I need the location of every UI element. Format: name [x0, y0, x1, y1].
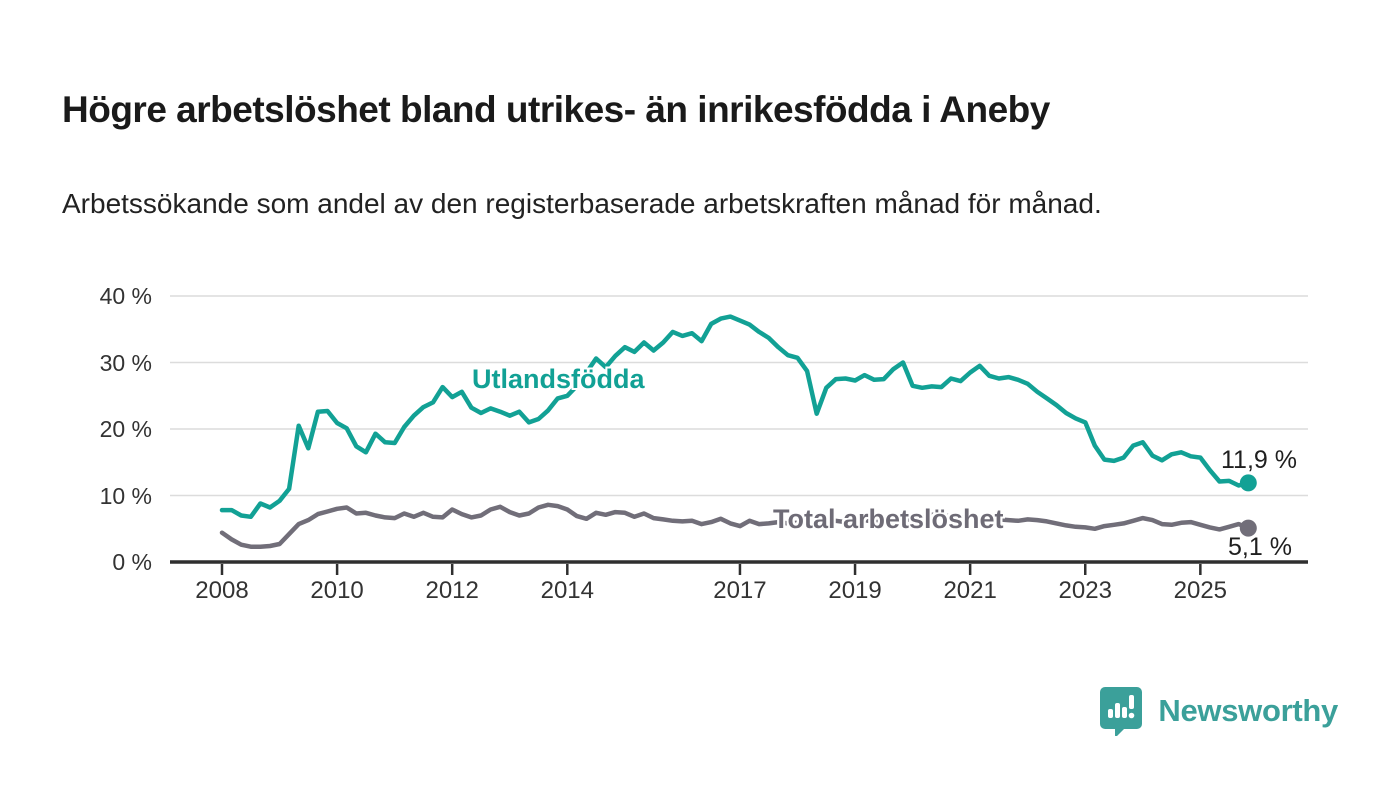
gridlines: [170, 295, 1308, 497]
y-tick-label-30: 30 %: [99, 349, 152, 376]
x-axis: [170, 560, 1308, 575]
page-subtitle: Arbetssökande som andel av den registerb…: [62, 188, 1102, 219]
logo-exclamation-bar: [1129, 695, 1135, 709]
series-lines: [219, 314, 1251, 549]
series-label-total-arbetsloshet: Total arbetslöshet: [773, 504, 1004, 534]
y-tick-label-20: 20 %: [99, 416, 152, 442]
x-tick-label-2012: 2012: [425, 577, 479, 604]
series-end-dot-utlandsfodda: [1239, 474, 1257, 492]
y-tick-label-40: 40 %: [99, 283, 152, 309]
series-end-dot-total-arbetsloshet: [1239, 519, 1257, 537]
x-tick-label-2017: 2017: [713, 577, 767, 604]
logo-exclamation-dot: [1129, 712, 1135, 719]
logo-bubble-shape: [1100, 687, 1143, 736]
newsworthy-logo-icon: [1100, 687, 1143, 736]
series-end-dots: [1239, 474, 1257, 537]
x-tick-label-2019: 2019: [828, 577, 882, 604]
series-label-utlandsfodda: Utlandsfödda: [472, 364, 645, 394]
logo-bar-3: [1122, 707, 1128, 718]
y-tick-label-10: 10 %: [99, 482, 152, 509]
end-value-label-utlandsfodda: 11,9 %: [1221, 446, 1297, 474]
end-value-label-total-arbetsloshet: 5,1 %: [1228, 533, 1292, 561]
newsworthy-logo-text: Newsworthy: [1158, 693, 1338, 728]
x-tick-label-2025: 2025: [1173, 577, 1228, 604]
x-tick-label-2008: 2008: [195, 577, 249, 604]
newsworthy-logo: Newsworthy: [1099, 686, 1338, 736]
x-tick-label-2023: 2023: [1058, 577, 1112, 604]
series-line-utlandsfodda: [219, 314, 1251, 520]
logo-bar-2: [1115, 703, 1121, 718]
x-tick-label-2014: 2014: [540, 577, 594, 604]
x-tick-label-2021: 2021: [943, 577, 997, 604]
logo-bar-1: [1108, 709, 1114, 718]
page-title: Högre arbetslöshet bland utrikes- än inr…: [62, 88, 1050, 130]
x-tick-label-2010: 2010: [310, 577, 364, 604]
y-tick-label-0: 0 %: [112, 549, 152, 575]
series-line-total-arbetsloshet: [219, 502, 1251, 549]
